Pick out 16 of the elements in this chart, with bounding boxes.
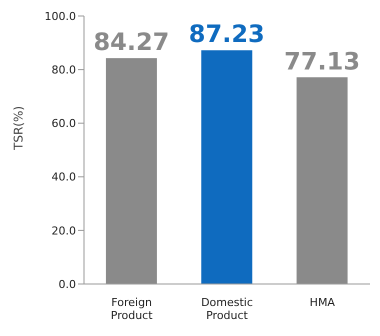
bar [296, 77, 348, 284]
y-tick-label: 0.0 [58, 278, 76, 291]
y-tick-label: 80.0 [52, 64, 76, 77]
data-label: 87.23 [188, 20, 265, 48]
data-label: 84.27 [93, 28, 170, 56]
bar [201, 50, 252, 284]
x-tick-label: Domestic Product [201, 296, 253, 322]
y-tick-label: 40.0 [52, 170, 76, 184]
y-axis-title: TSR(%) [11, 106, 26, 151]
y-tick-label: 60.0 [52, 117, 76, 130]
x-tick-label: HMA [310, 296, 336, 309]
y-tick-label: 20.0 [52, 224, 76, 238]
bar [106, 58, 157, 284]
data-label: 77.13 [284, 47, 360, 76]
y-tick-label: 100.0 [44, 10, 76, 23]
x-tick-label: Foreign Product [110, 296, 154, 322]
